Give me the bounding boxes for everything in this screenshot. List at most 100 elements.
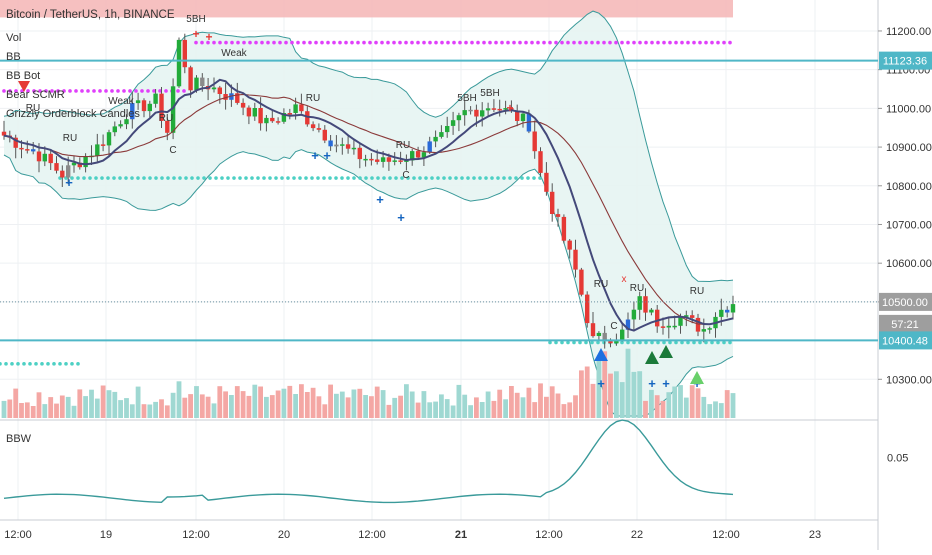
volume-bar (701, 396, 707, 418)
candle-body (293, 104, 298, 113)
volume-bar (199, 394, 205, 418)
support-dot (124, 176, 128, 180)
support-dot (394, 176, 398, 180)
legend-grizzly[interactable]: Grizzly Orderblock Candles (6, 108, 140, 120)
support-dot (514, 176, 518, 180)
candle-body (240, 102, 246, 108)
support-dot (638, 340, 642, 345)
resistance-dot (350, 40, 354, 45)
resistance-dot (146, 89, 150, 93)
time-tick-label: 19 (100, 529, 112, 541)
buy-triangle-blue (594, 348, 608, 361)
support-dot (346, 176, 350, 180)
volume-bar (479, 402, 485, 418)
resistance-dot (554, 40, 558, 45)
support-dot (698, 340, 702, 345)
candle-body (567, 240, 572, 250)
volume-bar (164, 405, 170, 418)
resistance-dot (440, 40, 444, 45)
candle-body (252, 108, 257, 117)
support-dot (10, 362, 14, 366)
candle-body (445, 126, 450, 133)
volume-bar (229, 395, 234, 418)
resistance-dot (80, 89, 84, 93)
resistance-dot (386, 40, 390, 45)
support-dot (340, 176, 344, 180)
resistance-dot (518, 40, 522, 45)
candle-body (725, 309, 730, 313)
support-dot (88, 176, 92, 180)
support-dot (674, 340, 678, 345)
volume-bar (19, 403, 24, 418)
support-dot (692, 340, 696, 345)
price-axis-label-bg (879, 292, 932, 311)
volume-bar (351, 389, 357, 418)
resistance-dot (476, 40, 480, 45)
resistance-dot (158, 89, 162, 93)
resistance-dot (704, 40, 708, 45)
support-dot (334, 176, 338, 180)
candle-body (672, 325, 677, 328)
resistance-dot (692, 40, 696, 45)
volume-bar (619, 382, 625, 418)
candle-body (491, 108, 497, 110)
candle-body (25, 149, 30, 151)
legend-bb[interactable]: BB (6, 51, 21, 63)
volume-bar (83, 396, 88, 418)
candle-body (316, 128, 322, 130)
volume-bar (573, 395, 578, 418)
resistance-dot (716, 40, 720, 45)
candle-body (550, 191, 555, 214)
support-dot (538, 176, 542, 180)
candle-body (480, 110, 485, 117)
resistance-dot (662, 40, 666, 45)
legend-vol[interactable]: Vol (6, 32, 22, 44)
candle-body (561, 216, 567, 241)
legend-bb-bot[interactable]: BB Bot (6, 70, 41, 82)
resistance-dot (302, 40, 306, 45)
volume-bar (217, 386, 223, 418)
support-dot (70, 176, 74, 180)
candle-body (468, 109, 473, 112)
candle-body (275, 121, 281, 123)
resistance-dot (392, 40, 396, 45)
volume-bar (468, 405, 473, 418)
support-dot (196, 176, 200, 180)
candle-body (707, 328, 712, 330)
buy-triangle-lightgreen (690, 371, 704, 384)
support-dot (250, 176, 254, 180)
candle-body (182, 39, 187, 68)
support-dot (716, 340, 720, 345)
volume-bar (439, 394, 444, 418)
candle-body (363, 158, 368, 161)
volume-bar (275, 390, 281, 418)
candle-body (322, 129, 327, 141)
time-tick-label: 20 (278, 529, 290, 541)
volume-bar (170, 392, 176, 418)
support-dot (226, 176, 230, 180)
support-dot (172, 176, 176, 180)
volume-bar (258, 386, 263, 418)
resistance-dot (110, 89, 114, 93)
candle-body (159, 93, 164, 121)
volume-bar (678, 385, 683, 418)
volume-bar (514, 392, 520, 418)
legend-bear-scmr[interactable]: Bear SCMR (6, 89, 65, 101)
candle-body (83, 156, 88, 168)
volume-bar (264, 396, 269, 418)
resistance-dot (356, 40, 360, 45)
resistance-dot (626, 40, 630, 45)
volume-bar (299, 384, 304, 418)
candle-body (211, 87, 217, 90)
resistance-dot (242, 40, 246, 45)
resistance-dot (596, 40, 600, 45)
volume-bar (590, 383, 596, 418)
time-tick-label: 12:00 (712, 529, 740, 541)
resistance-dot (128, 89, 132, 93)
price-axis: 11200.0011100.0011000.0010900.0010800.00… (878, 26, 932, 464)
candle-body (602, 332, 607, 342)
volume-bar (182, 397, 188, 418)
volume-bar (48, 397, 54, 418)
support-dot (566, 340, 570, 345)
